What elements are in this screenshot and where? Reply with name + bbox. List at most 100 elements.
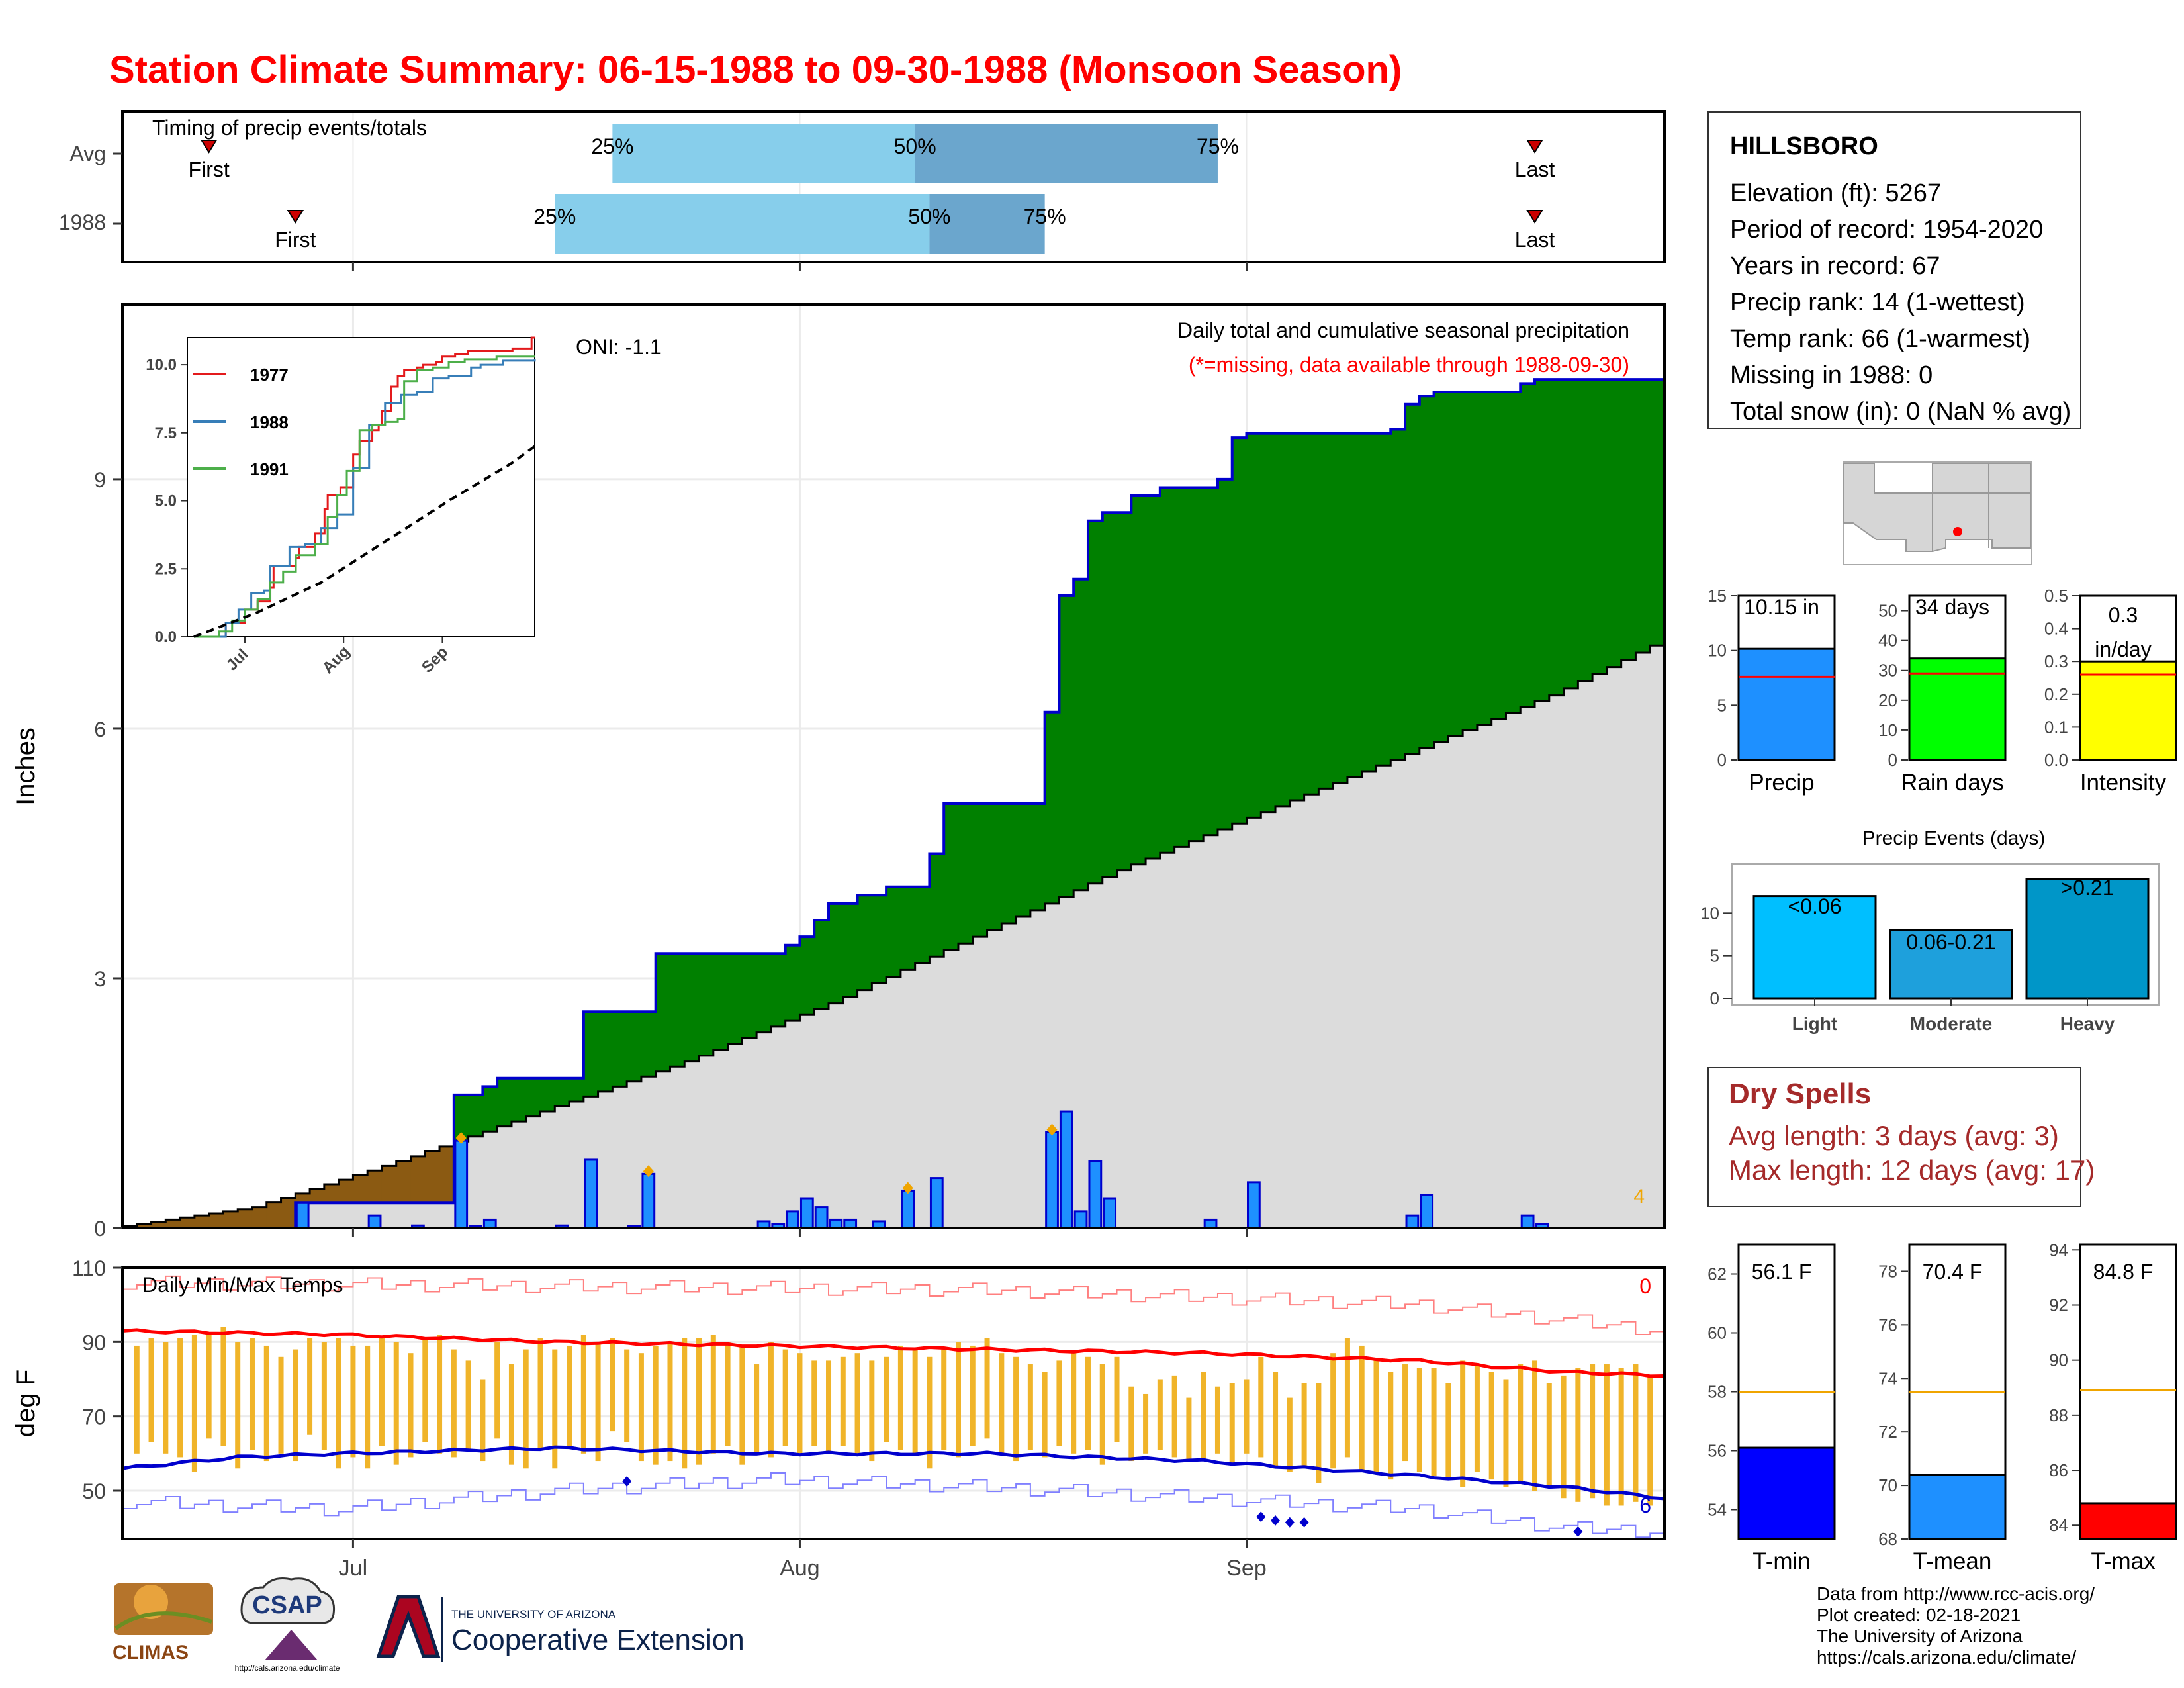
credits: Data from http://www.rcc-acis.org/ Plot … xyxy=(1817,1583,2095,1668)
daily-temp-range-bar xyxy=(537,1338,543,1450)
temp-bar-value xyxy=(2079,1502,2177,1540)
timing-label-q50: 50% xyxy=(894,134,936,158)
daily-temp-range-bar xyxy=(321,1342,327,1450)
temp-y-tick-label: 90 xyxy=(82,1331,106,1354)
deficit-area-segment xyxy=(165,1219,181,1228)
events-tick-label: 0 xyxy=(1710,988,1719,1008)
temp-bar-tick-label: 62 xyxy=(1707,1264,1727,1284)
inset-series-average xyxy=(193,445,536,638)
temp-bar-tick-label: 88 xyxy=(2049,1405,2068,1425)
temp-y-label: deg F xyxy=(11,1370,40,1437)
daily-temp-range-bar xyxy=(811,1360,817,1446)
station-missing: Missing in 1988: 0 xyxy=(1730,361,1933,389)
daily-temp-range-bar xyxy=(422,1338,428,1442)
daily-precip-bar xyxy=(1520,1214,1535,1229)
daily-temp-range-bar xyxy=(1402,1364,1408,1462)
surplus-area-segment xyxy=(555,1078,570,1107)
events-tick-label: 5 xyxy=(1710,946,1719,966)
timing-label-q50: 50% xyxy=(908,205,950,228)
daily-temp-range-bar xyxy=(1244,1379,1250,1454)
daily-temp-range-bar xyxy=(1258,1356,1264,1458)
surplus-area-segment xyxy=(742,953,757,1039)
temp-bar-tick-label: 60 xyxy=(1707,1323,1727,1343)
daily-temp-range-bar xyxy=(1431,1368,1437,1476)
timing-row-avg: Avg xyxy=(69,142,106,165)
mini-bar-tick-label: 15 xyxy=(1707,586,1727,606)
surplus-area-segment xyxy=(972,804,988,937)
season-totals-bars: 0 5 10 15 0 10 20 30 40 50 0.0 0.1 0.2 0.3 0.4 0.5 xyxy=(1707,586,2177,770)
daily-temp-range-bar xyxy=(336,1338,341,1469)
events-moderate-value: 0.06-0.21 xyxy=(1906,930,1995,954)
temp-frame xyxy=(121,1266,1666,1540)
surplus-area-segment xyxy=(1491,391,1507,719)
surplus-area-segment xyxy=(987,804,1002,931)
deficit-area-segment xyxy=(194,1215,210,1228)
timing-first-label: First xyxy=(275,228,316,252)
events-light-value: <0.06 xyxy=(1788,894,1842,918)
surplus-area-segment xyxy=(1246,433,1261,818)
daily-temp-range-bar xyxy=(1618,1368,1624,1506)
daily-precip-bar xyxy=(1247,1181,1261,1229)
surplus-area-segment xyxy=(958,804,974,944)
daily-temp-range-bar xyxy=(667,1342,673,1462)
deficit-area-segment xyxy=(180,1217,195,1228)
timing-label-q75: 75% xyxy=(1197,134,1239,158)
average-max-temp-line xyxy=(122,1328,1665,1378)
tmean-value: 70.4 F xyxy=(1923,1260,1983,1284)
mini-bar-tick-label: 0.2 xyxy=(2044,684,2068,704)
daily-temp-range-bar xyxy=(177,1338,183,1458)
surplus-area-segment xyxy=(1203,487,1218,835)
daily-temp-range-bar xyxy=(1359,1345,1365,1472)
surplus-area-segment xyxy=(1448,391,1463,737)
tmax-label: T-max xyxy=(2091,1548,2156,1574)
inset-y-tick-label: 2.5 xyxy=(155,560,177,578)
daily-temp-range-bar xyxy=(293,1349,298,1462)
surplus-area-segment xyxy=(1116,512,1132,870)
surplus-area-segment xyxy=(1044,712,1060,904)
dry-spells-title: Dry Spells xyxy=(1729,1078,1872,1110)
surplus-area-segment xyxy=(929,853,944,957)
surplus-area-segment xyxy=(829,903,844,1004)
surplus-area-segment xyxy=(583,1011,599,1097)
daily-precip-bar xyxy=(584,1158,598,1229)
timing-panel: 25% 50% 75% First Last 25% 50% 75% First Last Tim… xyxy=(59,110,1666,271)
page-title: Station Climate Summary: 06-15-1988 to 0… xyxy=(109,48,1402,91)
surplus-area-segment xyxy=(540,1078,555,1112)
daily-temp-range-bar xyxy=(754,1364,760,1454)
daily-temp-range-bar xyxy=(465,1360,471,1450)
surplus-area-segment xyxy=(1361,433,1377,772)
inset-legend: 1977 1988 1991 xyxy=(193,365,289,479)
surplus-area-segment xyxy=(1563,379,1578,688)
deficit-area-segment xyxy=(381,1166,397,1203)
daily-temp-range-bar xyxy=(379,1338,385,1446)
csap-wordmark: CSAP xyxy=(252,1591,322,1619)
deficit-area-segment xyxy=(136,1223,152,1228)
university-a-mark xyxy=(376,1595,441,1658)
daily-temp-range-bar xyxy=(148,1338,154,1442)
daily-temp-range-bar xyxy=(682,1338,688,1469)
daily-temp-range-bar xyxy=(840,1356,846,1446)
surplus-area-segment xyxy=(1606,379,1622,667)
daily-temp-range-bar xyxy=(523,1349,529,1469)
daily-temp-range-bar xyxy=(1604,1364,1610,1506)
daily-temp-range-bar xyxy=(1042,1372,1048,1458)
surplus-area-segment xyxy=(1520,383,1535,708)
surplus-area-segment xyxy=(1146,496,1161,859)
surplus-area-segment xyxy=(641,1011,657,1077)
mini-bar-value xyxy=(1908,657,2007,761)
inset-y-tick-label: 7.5 xyxy=(155,424,177,442)
daily-temp-range-bar xyxy=(1128,1386,1134,1462)
daily-precip-bar xyxy=(641,1172,656,1229)
daily-temp-range-bar xyxy=(739,1345,745,1465)
daily-temp-range-bar xyxy=(768,1342,774,1458)
temp-bar-tick-label: 72 xyxy=(1878,1422,1897,1442)
extension-name: Cooperative Extension xyxy=(451,1624,745,1656)
temp-panel-label: Daily Min/Max Temps xyxy=(142,1273,343,1297)
university-logo: THE UNIVERSITY OF ARIZONA Cooperative Ex… xyxy=(376,1595,745,1662)
daily-temp-range-bar xyxy=(1416,1368,1422,1472)
record-low-marker xyxy=(622,1476,632,1487)
daily-temp-range-bar xyxy=(1388,1372,1394,1480)
daily-temp-range-bar xyxy=(984,1338,990,1439)
surplus-area-segment xyxy=(1174,487,1190,847)
daily-temp-range-bar xyxy=(1143,1393,1149,1454)
